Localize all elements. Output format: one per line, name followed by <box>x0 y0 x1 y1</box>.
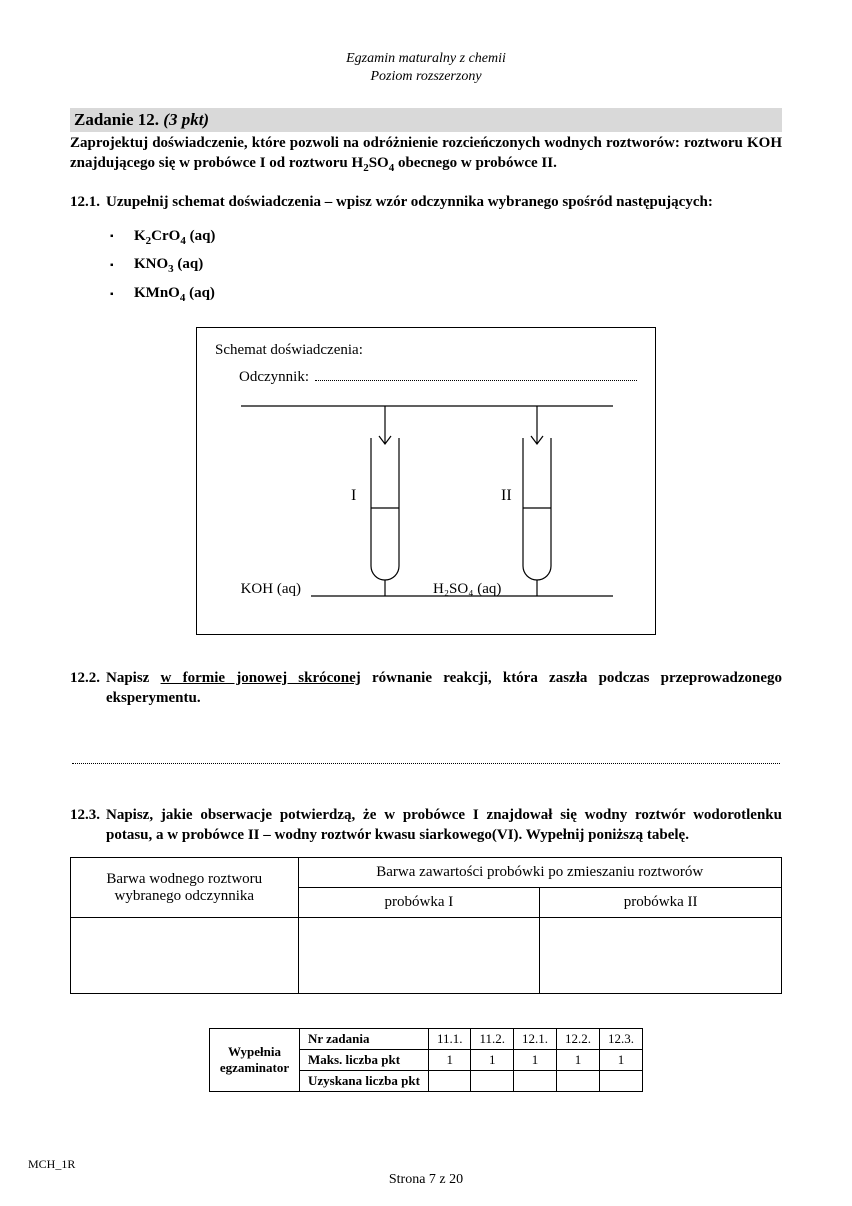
score-max: 1 <box>514 1050 557 1071</box>
score-earned[interactable] <box>428 1071 471 1092</box>
subtask-number: 12.2. <box>70 669 100 708</box>
score-col: 12.2. <box>557 1029 600 1050</box>
score-max: 1 <box>471 1050 514 1071</box>
bullet-icon: ▪ <box>110 228 120 246</box>
subtask-text: Uzupełnij schemat doświadczenia – wpisz … <box>106 193 782 213</box>
reagent-list: ▪ K2CrO4 (aq) ▪ KNO3 (aq) ▪ KMnO4 (aq) <box>110 223 782 309</box>
obs-cell-tube2[interactable] <box>540 918 782 994</box>
obs-col-tube2-header: probówka II <box>540 888 782 918</box>
score-row-label: Uzyskana liczba pkt <box>299 1071 428 1092</box>
tube-2-label: H₂SO₄ (aq) <box>433 581 501 597</box>
reagent-item: ▪ K2CrO4 (aq) <box>110 223 782 252</box>
obs-cell-reagent-color[interactable] <box>71 918 299 994</box>
diagram-title: Schemat doświadczenia: <box>215 342 637 359</box>
subtask-number: 12.1. <box>70 193 100 213</box>
exam-page: Egzamin maturalny z chemii Poziom rozsze… <box>0 0 852 1206</box>
score-earned[interactable] <box>471 1071 514 1092</box>
task-header: Zadanie 12. (3 pkt) <box>70 108 782 132</box>
footer-code: MCH_1R <box>28 1157 75 1172</box>
reagent-input-line: Odczynnik: <box>239 369 637 386</box>
score-row-label: Nr zadania <box>299 1029 428 1050</box>
task-points: (3 pkt) <box>163 110 209 129</box>
score-col: 12.1. <box>514 1029 557 1050</box>
score-earned[interactable] <box>557 1071 600 1092</box>
footer-page-number: Strona 7 z 20 <box>0 1172 852 1188</box>
score-max: 1 <box>557 1050 600 1071</box>
page-header: Egzamin maturalny z chemii Poziom rozsze… <box>70 50 782 86</box>
score-earned[interactable] <box>600 1071 643 1092</box>
score-max: 1 <box>428 1050 471 1071</box>
bullet-icon: ▪ <box>110 257 120 275</box>
score-col: 12.3. <box>600 1029 643 1050</box>
score-col: 11.1. <box>428 1029 471 1050</box>
header-line-1: Egzamin maturalny z chemii <box>70 50 782 68</box>
experiment-diagram: Schemat doświadczenia: Odczynnik: <box>196 327 656 635</box>
answer-line[interactable] <box>72 748 780 764</box>
subtask-number: 12.3. <box>70 806 100 845</box>
subtask-text: Napisz, jakie obserwacje potwierdzą, że … <box>106 806 782 845</box>
subtask-12-1: 12.1. Uzupełnij schemat doświadczenia – … <box>70 193 782 213</box>
score-table: Wypełnia egzaminator Nr zadania 11.1. 11… <box>209 1028 643 1092</box>
obs-cell-tube1[interactable] <box>298 918 540 994</box>
fill-in-blank[interactable] <box>315 369 637 381</box>
obs-col-tube1-header: probówka I <box>298 888 540 918</box>
task-intro: Zaprojektuj doświadczenie, które pozwoli… <box>70 134 782 175</box>
obs-col-left-header: Barwa wodnego roztworu wybranego odczynn… <box>71 858 299 918</box>
tube-1-label: KOH (aq) <box>241 581 301 597</box>
subtask-12-2: 12.2. Napisz w formie jonowej skróconej … <box>70 669 782 708</box>
reagent-formula: KNO3 (aq) <box>134 251 203 280</box>
score-max: 1 <box>600 1050 643 1071</box>
tube-1-roman: I <box>351 487 356 504</box>
observation-table: Barwa wodnego roztworu wybranego odczynn… <box>70 857 782 994</box>
reagent-formula: K2CrO4 (aq) <box>134 223 215 252</box>
bullet-icon: ▪ <box>110 286 120 304</box>
subtask-text: Napisz w formie jonowej skróconej równan… <box>106 669 782 708</box>
reagent-label: Odczynnik: <box>239 369 309 386</box>
score-side-label: Wypełnia egzaminator <box>209 1029 299 1092</box>
reagent-item: ▪ KNO3 (aq) <box>110 251 782 280</box>
score-earned[interactable] <box>514 1071 557 1092</box>
subtask-12-3: 12.3. Napisz, jakie obserwacje potwierdz… <box>70 806 782 845</box>
header-line-2: Poziom rozszerzony <box>70 68 782 86</box>
tubes-svg: I II KOH (aq) H₂SO₄ (aq) <box>215 396 637 616</box>
reagent-item: ▪ KMnO4 (aq) <box>110 280 782 309</box>
reagent-formula: KMnO4 (aq) <box>134 280 215 309</box>
score-row-label: Maks. liczba pkt <box>299 1050 428 1071</box>
tube-2-roman: II <box>501 487 512 504</box>
score-col: 11.2. <box>471 1029 514 1050</box>
obs-col-right-top-header: Barwa zawartości probówki po zmieszaniu … <box>298 858 781 888</box>
task-title: Zadanie 12. <box>74 110 159 129</box>
